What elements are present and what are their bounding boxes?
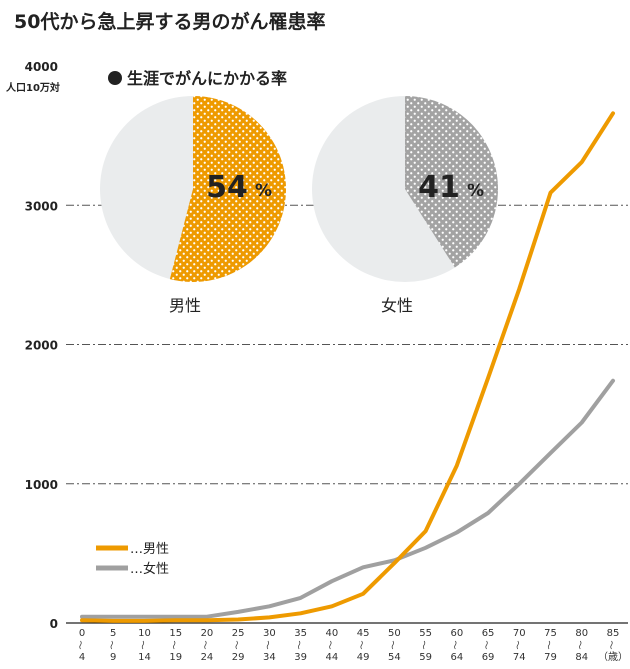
x-tick-end: 69: [482, 652, 495, 663]
x-tick-end: 34: [263, 652, 276, 663]
x-tick-tilde: [266, 640, 270, 650]
series-line: [80, 111, 615, 623]
x-tick-start: 50: [388, 628, 401, 639]
y-tick-label: 4000: [25, 60, 58, 74]
x-tick-tilde: [79, 640, 82, 650]
y-tick-label: 3000: [25, 199, 58, 213]
pie-percent: 54: [206, 170, 248, 205]
x-axis: 0459101415192024252930343539404445495054…: [79, 628, 628, 663]
y-tick-label: 0: [50, 617, 58, 631]
x-tick-end: 9: [110, 652, 116, 663]
x-tick-tilde: [360, 640, 363, 650]
legend: …男性 …女性: [96, 542, 169, 577]
x-tick-end: 44: [326, 652, 339, 663]
x-tick-start: 30: [263, 628, 276, 639]
x-tick-tilde: [485, 640, 488, 650]
x-tick-tilde: [204, 640, 207, 650]
x-tick-end: 39: [294, 652, 307, 663]
x-tick-start: 25: [232, 628, 245, 639]
y-tick-label: 2000: [25, 339, 58, 353]
series-line: [80, 378, 615, 619]
x-tick-start: 70: [513, 628, 526, 639]
chart-title: 50代から急上昇する男のがん罹患率: [14, 10, 325, 33]
x-tick-tilde: [298, 640, 301, 650]
legend-label: …男性: [130, 542, 169, 557]
x-tick-start: 35: [294, 628, 307, 639]
x-tick-start: 60: [450, 628, 463, 639]
x-tick-tilde: [547, 640, 551, 650]
x-tick-end: 79: [544, 652, 557, 663]
x-tick-end: 54: [388, 652, 401, 663]
x-tick-end: （歳）: [598, 651, 628, 663]
x-tick-start: 15: [169, 628, 182, 639]
x-tick-start: 85: [607, 628, 620, 639]
x-tick-end: 14: [138, 652, 151, 663]
pie-slice: [405, 96, 498, 268]
x-tick-tilde: [454, 640, 457, 650]
x-tick-tilde: [110, 640, 113, 650]
x-tick-start: 0: [79, 628, 85, 639]
x-tick-tilde: [235, 640, 238, 650]
x-tick-tilde: [422, 640, 426, 650]
pie-label: 女性: [381, 296, 413, 315]
x-tick-tilde: [516, 640, 519, 650]
x-tick-start: 45: [357, 628, 370, 639]
x-tick-end: 4: [79, 652, 85, 663]
series-lines: [80, 111, 615, 623]
pie-percent-unit: %: [467, 181, 484, 201]
lifetime-pies: 生涯でがんにかかる率 54 % 男性 41 % 女性: [100, 69, 498, 315]
x-tick-start: 55: [419, 628, 432, 639]
x-tick-start: 20: [201, 628, 214, 639]
y-axis: 0 1000 2000 3000 4000: [25, 60, 58, 631]
x-tick-end: 74: [513, 652, 526, 663]
x-tick-start: 40: [326, 628, 339, 639]
x-tick-start: 65: [482, 628, 495, 639]
legend-label: …女性: [130, 561, 169, 577]
x-tick-tilde: [173, 640, 176, 650]
x-tick-start: 80: [575, 628, 588, 639]
x-tick-tilde: [610, 640, 613, 650]
x-tick-end: 84: [575, 652, 588, 663]
x-tick-start: 10: [138, 628, 151, 639]
pie-slice: [169, 96, 286, 282]
x-tick-end: 64: [450, 652, 463, 663]
x-tick-tilde: [329, 640, 332, 650]
bullet-icon: [108, 71, 122, 85]
x-tick-end: 29: [232, 652, 245, 663]
y-axis-unit: 人口10万対: [6, 81, 60, 94]
x-tick-tilde: [391, 640, 394, 650]
pie-section-title: 生涯でがんにかかる率: [127, 69, 287, 88]
pie-percent: 41: [418, 170, 460, 205]
pie-percent-unit: %: [255, 181, 272, 201]
x-tick-start: 5: [110, 628, 116, 639]
gridlines: [66, 204, 628, 624]
x-tick-tilde: [141, 640, 145, 650]
pie-label: 男性: [169, 296, 201, 315]
x-tick-end: 59: [419, 652, 432, 663]
y-tick-label: 1000: [25, 478, 58, 492]
x-tick-start: 75: [544, 628, 557, 639]
x-tick-end: 19: [169, 652, 182, 663]
x-tick-end: 24: [201, 652, 214, 663]
x-tick-end: 49: [357, 652, 370, 663]
x-tick-tilde: [579, 640, 582, 650]
